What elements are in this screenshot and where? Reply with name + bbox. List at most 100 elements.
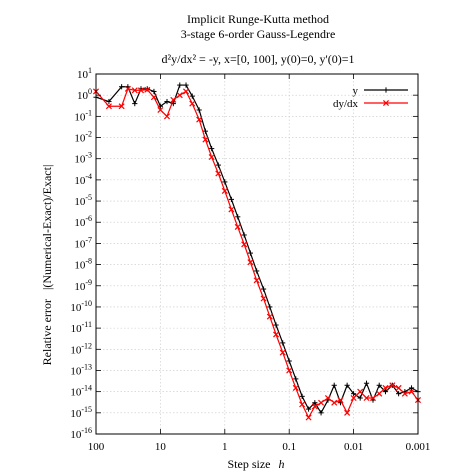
- legend-marker: [382, 99, 390, 107]
- y-tick-label-base: 10: [74, 217, 86, 229]
- y-tick-label-base: 10: [70, 302, 82, 314]
- series-point-0: [286, 358, 292, 364]
- series-point-0: [396, 391, 402, 397]
- legend: ydy/dx: [333, 85, 408, 110]
- series-point-0: [164, 98, 170, 105]
- series-point-1: [311, 403, 318, 410]
- y-axis-label: Relative error |(Numerical-Exact)/Exact|: [40, 165, 54, 366]
- series-point-1: [363, 394, 370, 402]
- series-point-1: [157, 106, 164, 114]
- series-point-1: [118, 103, 125, 110]
- x-tick-label: 0.01: [344, 441, 363, 453]
- y-tick-label: 10-1: [74, 108, 92, 123]
- series-point-0: [202, 128, 209, 134]
- series-point-1: [344, 409, 351, 416]
- x-tick-label: 0.001: [406, 441, 431, 453]
- y-tick-label: 10-3: [74, 151, 92, 166]
- y-tick-label-base: 10: [70, 387, 82, 399]
- y-tick-label-base: 10: [77, 90, 89, 102]
- y-tick-label: 100: [77, 87, 92, 102]
- y-tick-label-base: 10: [74, 133, 86, 145]
- y-tick-label-exp: -12: [81, 341, 92, 350]
- series-point-1: [124, 85, 131, 92]
- series-point-1: [324, 394, 331, 402]
- series-point-1: [382, 384, 389, 391]
- series-point-1: [228, 206, 235, 213]
- series-point-0: [363, 380, 370, 386]
- series-point-1: [253, 277, 260, 284]
- y-tick-label-base: 10: [74, 111, 86, 123]
- series-point-1: [241, 241, 248, 248]
- x-tick-label: 0.1: [282, 441, 296, 453]
- series-point-0: [293, 376, 299, 382]
- series-point-0: [235, 214, 241, 220]
- legend-label: dy/dx: [333, 98, 359, 110]
- y-tick-label-exp: 1: [88, 66, 92, 75]
- series-point-1: [376, 390, 383, 397]
- series-point-0: [151, 88, 157, 95]
- y-tick-label-base: 10: [71, 323, 83, 335]
- y-tick-label: 10-4: [74, 172, 92, 187]
- y-tick-label-exp: -7: [85, 235, 92, 244]
- y-tick-label-exp: 0: [88, 87, 92, 96]
- series-point-0: [196, 107, 202, 113]
- x-axis-label: Step size h: [228, 457, 285, 471]
- y-tick-label: 10-9: [74, 278, 92, 293]
- series-point-1: [401, 390, 408, 397]
- series: [92, 82, 422, 421]
- series-point-1: [137, 87, 145, 94]
- series-point-1: [150, 94, 157, 101]
- y-tick-label-exp: -1: [85, 108, 92, 117]
- series-point-0: [254, 268, 260, 274]
- series-point-0: [318, 410, 324, 416]
- series-point-0: [183, 82, 189, 88]
- series-point-1: [221, 187, 228, 194]
- y-tick-label: 10-13: [70, 362, 92, 377]
- y-tick-label-base: 10: [70, 408, 82, 420]
- series-point-1: [183, 88, 190, 95]
- series-point-1: [337, 397, 344, 404]
- chart-title-line1: Implicit Runge-Kutta method: [187, 12, 329, 26]
- series-line-1: [95, 88, 419, 419]
- series-point-1: [279, 349, 286, 356]
- y-tick-label-exp: -4: [85, 172, 92, 181]
- y-tick-label-base: 10: [74, 260, 86, 272]
- y-tick-label-base: 10: [70, 344, 82, 356]
- series-point-0: [280, 340, 286, 346]
- series-point-1: [318, 399, 325, 406]
- series-point-0: [132, 101, 138, 107]
- series-point-0: [305, 406, 312, 412]
- series-point-1: [286, 367, 293, 374]
- y-tick-label-exp: -16: [81, 426, 92, 435]
- series-point-1: [215, 170, 222, 177]
- series-point-1: [299, 401, 306, 408]
- y-tick-label-exp: -14: [81, 384, 92, 393]
- y-tick-label: 10-14: [70, 384, 92, 399]
- series-point-1: [331, 399, 338, 406]
- series-point-0: [376, 382, 382, 388]
- axes: 10110010-110-210-310-410-510-610-710-810…: [70, 66, 430, 453]
- x-tick-label: 10: [155, 441, 167, 453]
- chart-subtitle: d²y/dx² = -y, x=[0, 100], y(0)=0, y'(0)=…: [162, 52, 355, 66]
- y-tick-label: 10-11: [71, 320, 92, 335]
- series-point-0: [267, 304, 273, 310]
- y-tick-label-exp: -3: [85, 151, 92, 160]
- series-point-1: [202, 136, 209, 143]
- y-tick-label-base: 10: [74, 175, 86, 187]
- y-tick-label-exp: -11: [82, 320, 92, 329]
- series-point-1: [357, 388, 364, 395]
- series-point-1: [292, 384, 299, 391]
- y-tick-label-base: 10: [74, 281, 86, 293]
- y-tick-label-exp: -6: [85, 214, 92, 223]
- series-point-1: [260, 295, 267, 302]
- grid: [96, 74, 418, 434]
- y-tick-label-base: 10: [74, 196, 86, 208]
- y-tick-label-exp: -10: [81, 299, 92, 308]
- y-tick-label: 10-16: [70, 426, 92, 441]
- x-axis-label-symbol: h: [279, 457, 285, 471]
- series-point-0: [299, 393, 305, 399]
- series-point-0: [241, 232, 247, 238]
- y-tick-label-base: 10: [74, 238, 86, 250]
- series-point-0: [312, 400, 318, 406]
